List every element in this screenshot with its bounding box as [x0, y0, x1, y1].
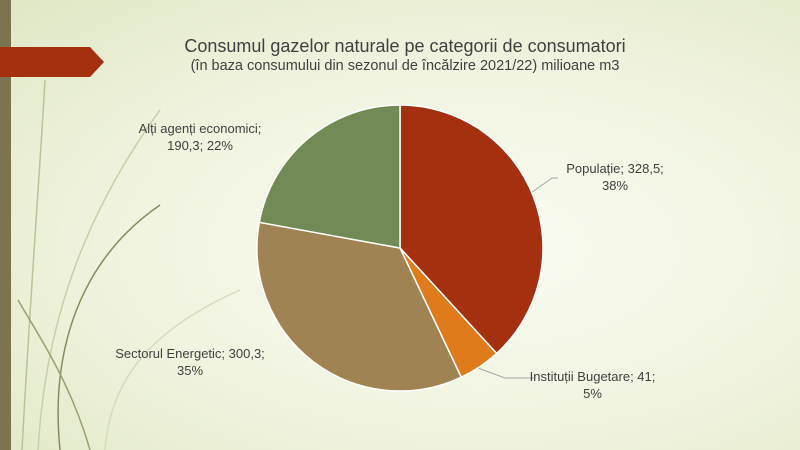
- chart-title: Consumul gazelor naturale pe categorii d…: [184, 36, 626, 56]
- chart-subtitle: (în baza consumului din sezonul de încăl…: [190, 58, 620, 74]
- decor-curves: [17, 79, 241, 450]
- side-bar: [0, 0, 11, 450]
- data-label: Populație; 328,5; 38%: [566, 161, 664, 193]
- leader-lines: [477, 177, 558, 379]
- data-label: Alți agenți economici; 190,3; 22%: [138, 121, 262, 153]
- pie-slice: [258, 104, 401, 249]
- data-label: Sectorul Energetic; 300,3; 35%: [115, 346, 265, 378]
- pie-slice: [256, 221, 463, 392]
- pie-slice: [399, 104, 544, 355]
- arrow-banner: [0, 47, 104, 77]
- data-label: Instituții Bugetare; 41; 5%: [529, 369, 656, 401]
